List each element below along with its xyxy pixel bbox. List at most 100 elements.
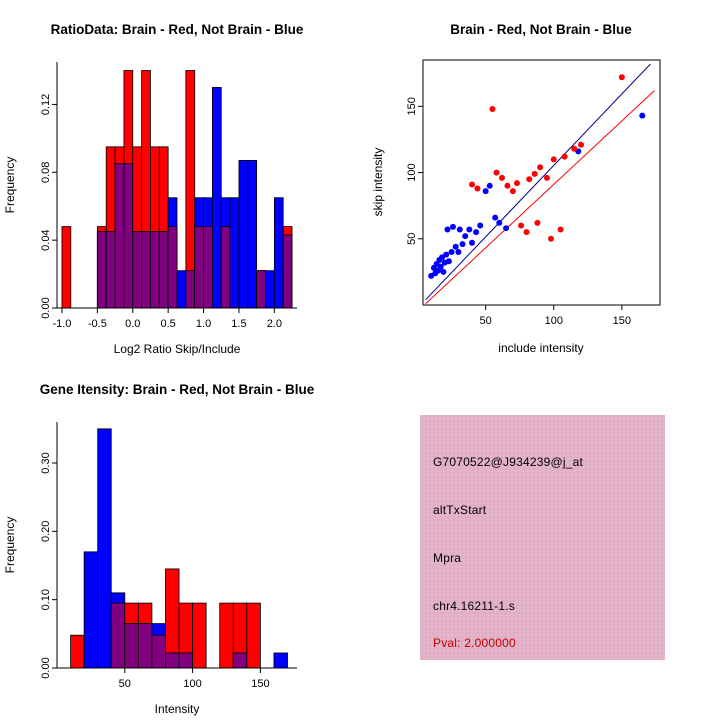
hist-bar-red — [219, 602, 234, 669]
hist-bar-overlap — [203, 226, 213, 309]
hist-bar-red — [70, 634, 85, 669]
scatter-point-notbrain — [452, 243, 459, 250]
pval-text: Pval: 2.000000 — [433, 636, 516, 650]
plot-box — [422, 59, 661, 306]
hist-bar-overlap — [150, 231, 160, 309]
scatter-point-brain — [523, 229, 530, 236]
hist-bar-overlap — [96, 231, 107, 309]
plot-area: -1.0 -0.5 0.0 0.5 1.0 1.5 2.0 0.00 0.04 0.08 0.12 — [40, 62, 297, 330]
scatter-point-brain — [534, 219, 541, 226]
hist-bar-blue — [247, 159, 258, 309]
hist-bar-blue — [97, 428, 112, 669]
event-type-text: altTxStart — [433, 503, 487, 517]
hist-bar-overlap — [158, 231, 169, 309]
ratio-histogram-panel: -1.0 -0.5 0.0 0.5 1.0 1.5 2.0 0.00 0.04 0.08 0.12 … — [0, 0, 360, 360]
scatter-point-notbrain — [459, 241, 466, 248]
x-tick-label: 50 — [119, 678, 131, 690]
scatter-point-notbrain — [448, 249, 455, 256]
hist-bar-blue — [238, 159, 249, 309]
scatter-point-brain — [469, 181, 476, 188]
y-tick-label: 150 — [406, 97, 418, 115]
scatter-point-brain — [493, 169, 500, 176]
hist-bar-red — [192, 602, 207, 669]
x-tick-label: -1.0 — [52, 318, 71, 330]
scatter-point-notbrain — [445, 258, 452, 265]
scatter-point-brain — [571, 145, 578, 152]
locus-text: chr4.16211-1.s — [433, 599, 515, 613]
y-axis-label: Frequency — [3, 517, 17, 574]
gene-name-text: Mpra — [433, 551, 462, 565]
fit-line-blue — [425, 63, 651, 301]
hist-bar-overlap — [141, 231, 151, 309]
intensity-histogram-chart: 50 100 150 0.00 0.10 0.20 0.30 Gene Itensity: … — [3, 382, 315, 716]
scatter-point-brain — [537, 164, 544, 171]
x-tick-label: 150 — [251, 678, 269, 690]
y-tick-label: 0.12 — [40, 94, 52, 115]
scatter-point-notbrain — [440, 268, 447, 275]
hist-bar-overlap — [256, 270, 266, 309]
hist-bar-overlap — [124, 623, 139, 669]
scatter-point-notbrain — [469, 239, 476, 246]
hist-bar-blue — [265, 270, 275, 309]
scatter-point-notbrain — [473, 229, 480, 236]
scatter-point-brain — [489, 106, 496, 112]
y-tick-label: 50 — [406, 233, 418, 245]
x-tick-label: 2.0 — [267, 318, 282, 330]
hist-bar-overlap — [232, 652, 248, 669]
scatter-point-brain — [509, 188, 516, 195]
scatter-point-notbrain — [503, 225, 510, 232]
hist-bar-blue — [273, 652, 288, 669]
scatter-point-notbrain — [437, 263, 444, 270]
y-tick-label: 0.00 — [40, 297, 52, 318]
hist-bar-blue — [273, 197, 284, 309]
hist-bar-blue — [229, 197, 240, 309]
x-tick-label: -0.5 — [88, 318, 107, 330]
hist-bar-blue — [176, 270, 187, 309]
info-box: G7070522@J934239@j_at altTxStart Mpra ch… — [420, 415, 665, 660]
hist-bar-overlap — [282, 234, 293, 309]
x-axis-label: Intensity — [155, 702, 200, 716]
hist-bar-overlap — [165, 652, 180, 669]
scatter-point-brain — [504, 182, 511, 189]
scatter-point-brain — [543, 174, 550, 181]
hist-bar-overlap — [151, 634, 166, 669]
scatter-point-notbrain — [443, 251, 450, 258]
y-tick-label: 0.20 — [40, 521, 52, 542]
hist-bar-overlap — [185, 270, 196, 309]
x-axis-label: Log2 Ratio Skip/Include — [114, 342, 241, 356]
scatter-point-brain — [518, 222, 525, 229]
y-tick-label: 100 — [406, 163, 418, 181]
chart-title: RatioData: Brain - Red, Not Brain - Blue — [51, 22, 304, 37]
intensity-scatter-chart: 50 100 150 50 100 150 Brain - Red, Not Brain … — [371, 22, 661, 355]
y-tick-label: 0.30 — [40, 452, 52, 473]
chart-title: Gene Itensity: Brain - Red, Not Brain - … — [40, 382, 315, 397]
scatter-point-notbrain — [462, 233, 469, 240]
scatter-point-notbrain — [477, 222, 484, 229]
hist-bar-overlap — [220, 226, 231, 309]
scatter-point-notbrain — [455, 249, 462, 256]
x-tick-label: 150 — [613, 315, 631, 327]
scatter-point-notbrain — [449, 223, 456, 230]
scatter-point-notbrain — [444, 226, 451, 233]
intensity-histogram-panel: 50 100 150 0.00 0.10 0.20 0.30 Gene Itensity: … — [0, 360, 360, 720]
y-axis-label: Frequency — [3, 157, 17, 214]
y-tick-label: 0.04 — [40, 229, 52, 250]
y-tick-label: 0.08 — [40, 162, 52, 183]
x-tick-label: 0.0 — [125, 318, 140, 330]
plot-area: 50 100 150 0.00 0.10 0.20 0.30 — [40, 422, 297, 690]
scatter-point-brain — [513, 180, 520, 187]
ratio-histogram-chart: -1.0 -0.5 0.0 0.5 1.0 1.5 2.00.000.040.080.12 … — [3, 22, 304, 356]
hist-bar-overlap — [110, 602, 126, 669]
scatter-point-notbrain — [482, 188, 489, 195]
scatter-point-brain — [550, 156, 557, 163]
scatter-point-brain — [548, 235, 555, 242]
hist-bar-red — [61, 226, 72, 309]
chart-title: Brain - Red, Not Brain - Blue — [450, 22, 632, 37]
x-tick-label: 50 — [480, 315, 492, 327]
scatter-point-brain — [578, 141, 584, 148]
scatter-point-brain — [474, 185, 481, 192]
scatter-point-notbrain — [492, 214, 499, 221]
x-tick-label: 100 — [545, 315, 563, 327]
hist-bar-overlap — [132, 231, 143, 309]
